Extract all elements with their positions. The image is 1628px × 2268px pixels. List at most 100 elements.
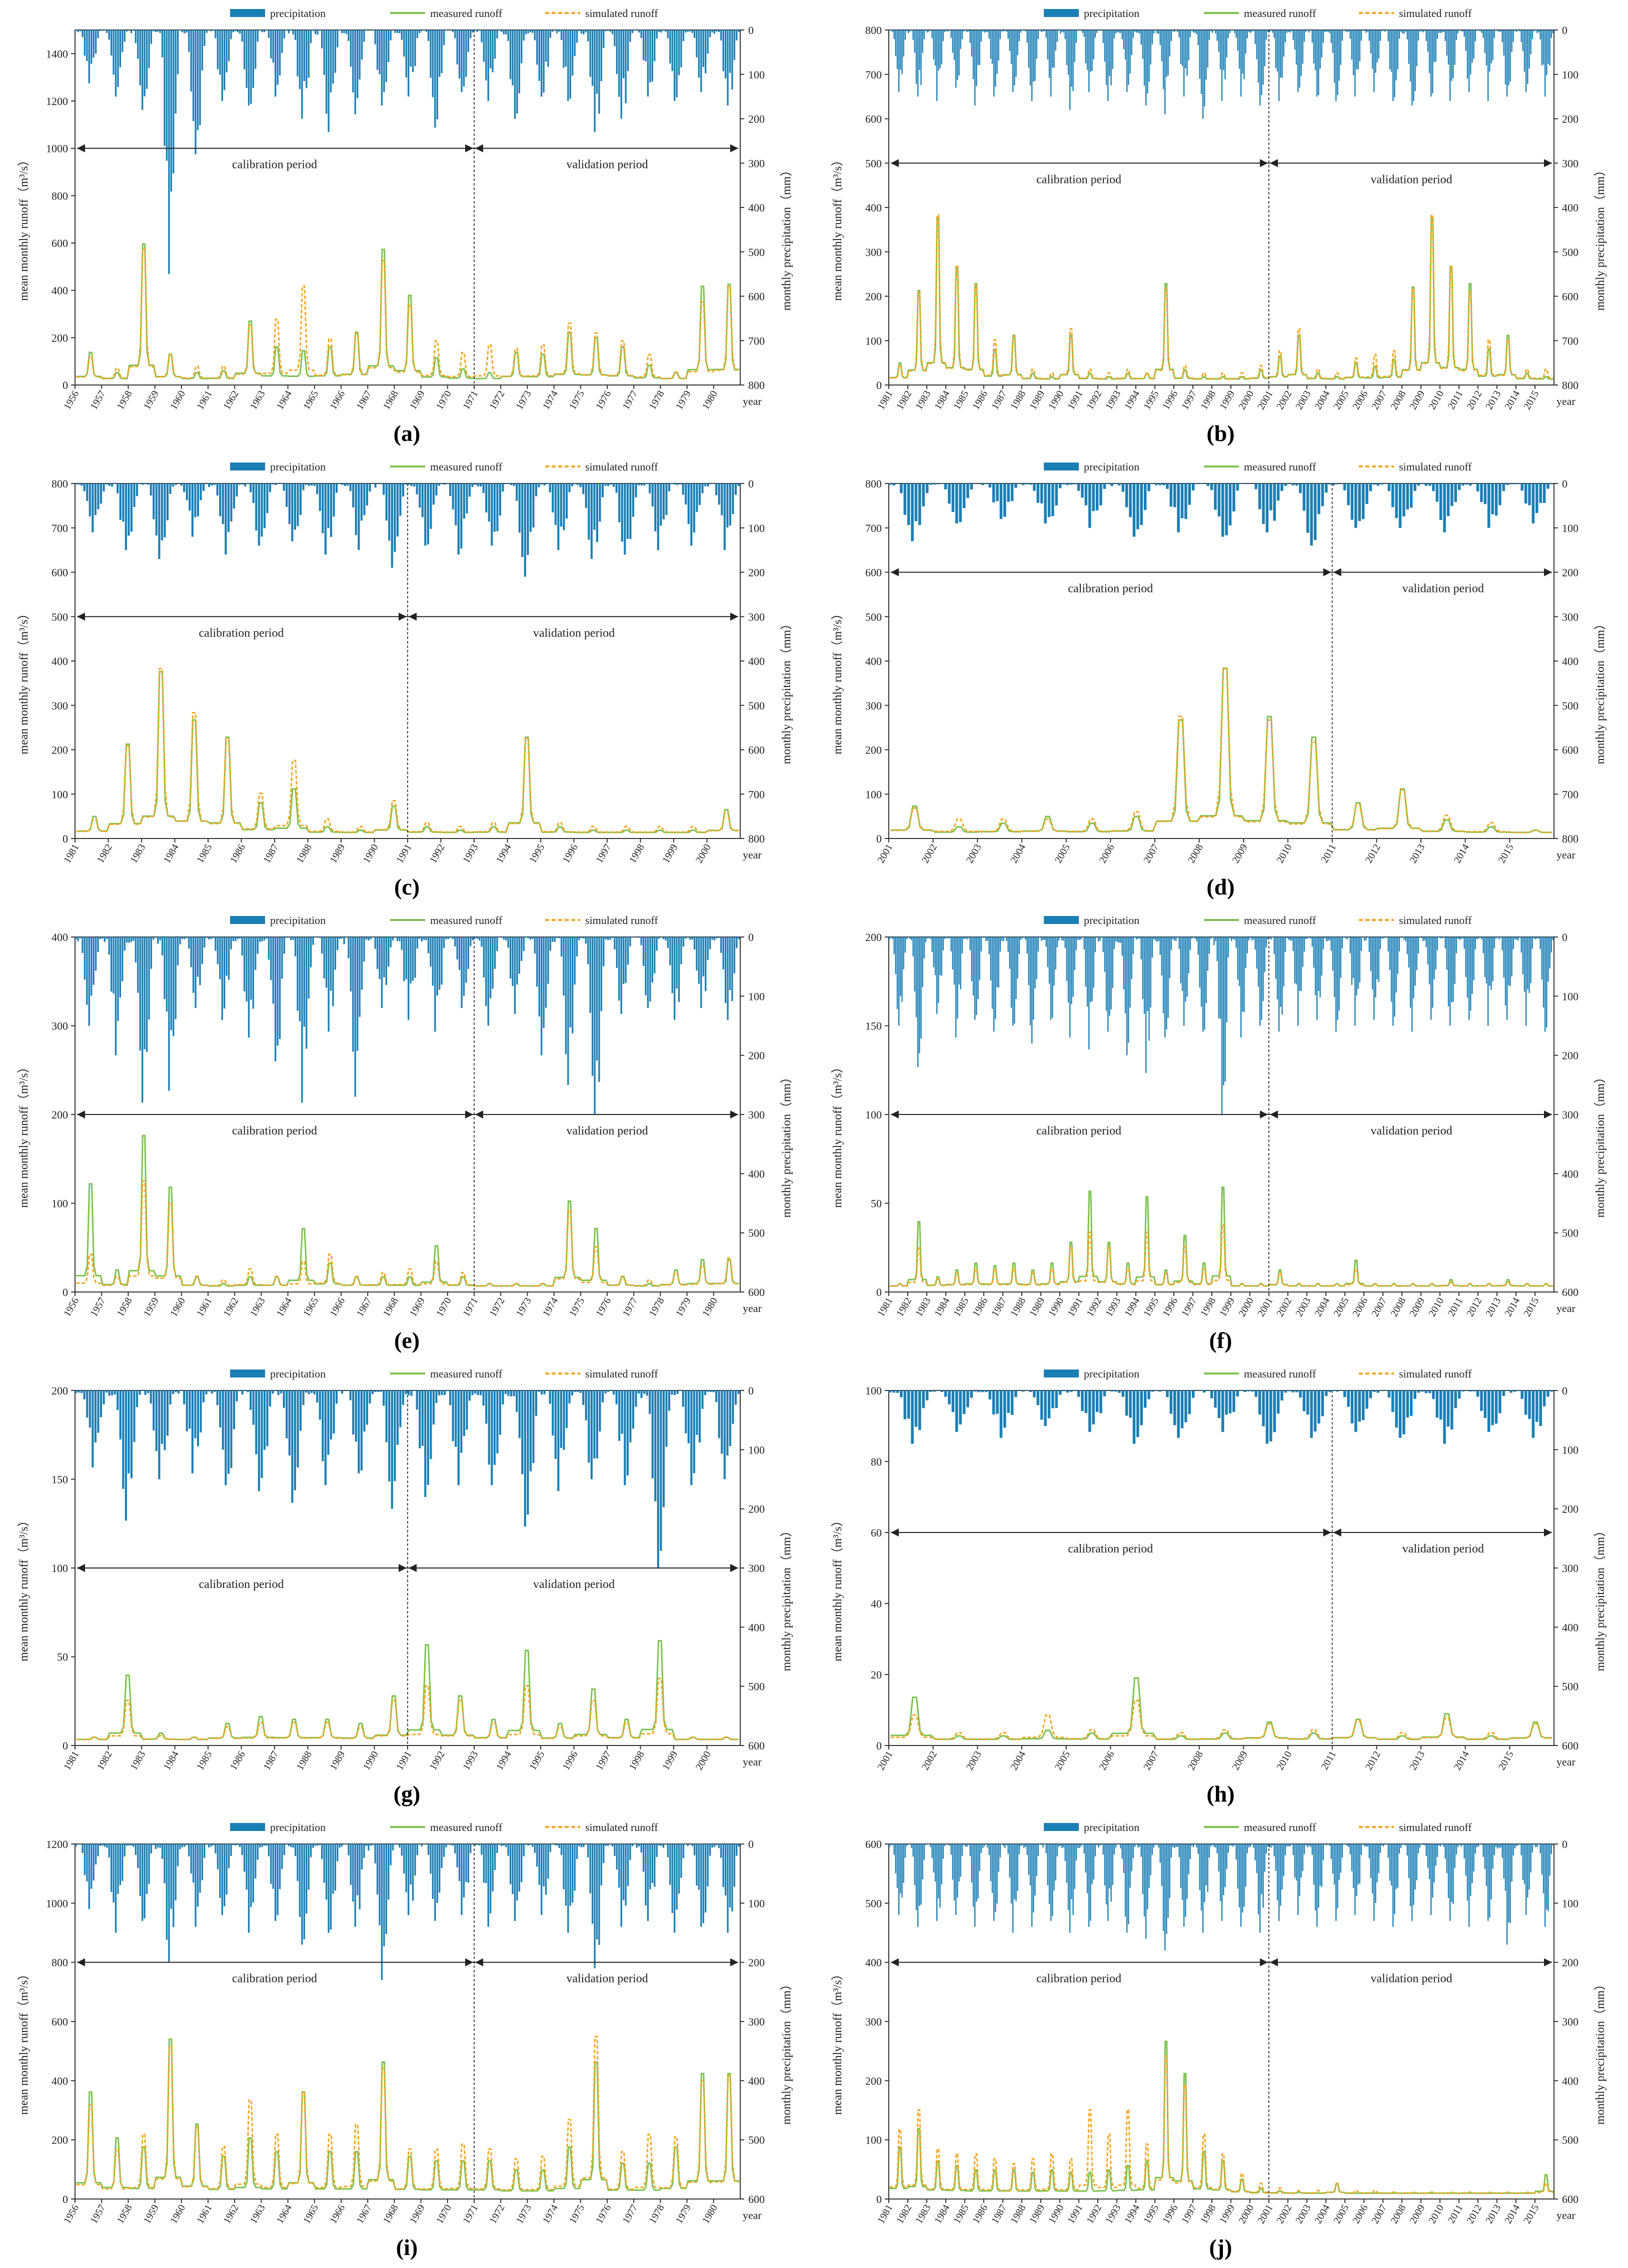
precip-bar: [693, 937, 696, 950]
precip-bar: [900, 1844, 901, 1894]
precip-bar: [961, 30, 963, 40]
precip-bar: [1538, 937, 1539, 939]
precip-bar: [183, 1390, 186, 1404]
precip-bar: [707, 937, 709, 960]
precip-bar: [210, 1844, 212, 1847]
precip-bar: [1506, 1844, 1508, 1945]
precip-bar: [1129, 937, 1131, 1008]
precip-bar: [696, 484, 698, 512]
precip-bar: [680, 1844, 682, 1878]
precip-bar: [164, 484, 166, 538]
precip-bar: [940, 1390, 943, 1392]
x-tick-label: 2002: [1274, 2203, 1294, 2226]
precip-bar: [323, 937, 325, 979]
precip-bar: [243, 937, 246, 992]
precip-bar: [889, 484, 892, 485]
x-tick-label: 1964: [275, 1296, 294, 1319]
precip-bar: [1367, 937, 1368, 938]
precip-bar: [221, 1844, 223, 1915]
precip-bar: [269, 484, 272, 492]
precip-bar: [1332, 30, 1334, 53]
precip-bar: [720, 937, 722, 953]
measured-runoff-line: [890, 668, 1552, 834]
precip-bar: [565, 1844, 567, 1906]
precip-bar: [583, 30, 585, 34]
precip-bar: [607, 30, 609, 31]
precip-bar: [421, 937, 423, 942]
precip-bar: [914, 484, 918, 522]
precip-bar: [1114, 1390, 1117, 1392]
x-tick-label: 2001: [1255, 2203, 1275, 2226]
precip-bar: [1227, 1844, 1229, 1853]
panel-label-g: (g): [393, 1781, 421, 1806]
precip-bar: [1541, 30, 1543, 66]
precip-bar: [197, 937, 199, 977]
precip-bar: [383, 1390, 385, 1406]
precip-bar: [1219, 937, 1221, 1019]
precip-bar: [92, 484, 94, 532]
precip-bar: [210, 30, 212, 32]
precip-bar: [189, 484, 191, 511]
precip-bar: [1250, 1844, 1251, 1847]
precip-bar: [995, 30, 996, 87]
calibration-period-label: calibration period: [1036, 1972, 1121, 1986]
validation-arrow-left: [1270, 159, 1278, 168]
precip-bar: [513, 1390, 515, 1396]
precip-bar: [485, 1390, 488, 1424]
precip-bar: [936, 1844, 938, 1921]
precip-bar: [651, 1844, 653, 1884]
x-tick-label: 2008: [1186, 842, 1205, 866]
precip-bar: [1501, 30, 1503, 42]
precip-bar: [1278, 937, 1280, 1032]
precip-bar: [930, 30, 931, 31]
x-tick-label: 1973: [514, 2203, 534, 2226]
precip-bar: [1408, 1844, 1410, 1878]
x-tick-label: 2005: [1331, 1296, 1351, 1319]
precip-bar: [485, 484, 488, 512]
precip-bar: [314, 30, 317, 34]
chart-svg-e: precipitation measured runoff simulated ru…: [18, 914, 793, 1319]
y-tick-label: 800: [52, 1956, 68, 1969]
legend-precip-label: precipitation: [270, 1821, 326, 1834]
precip-bar: [671, 937, 673, 994]
precip-bar: [647, 30, 649, 97]
precip-bar: [507, 1844, 509, 1856]
precip-bar: [208, 1390, 211, 1392]
precip-bar: [200, 1390, 202, 1432]
precip-bar: [1276, 484, 1280, 501]
precip-bar: [1379, 937, 1381, 950]
precip-bar: [321, 1844, 323, 1860]
precip-bar: [933, 30, 935, 60]
precip-bar: [627, 1844, 629, 1886]
y2-tick-label: 200: [748, 566, 765, 579]
precip-bar: [1461, 1390, 1464, 1392]
precip-bar: [258, 484, 260, 546]
precip-bar: [435, 484, 438, 496]
precip-bar: [359, 937, 361, 1017]
precip-bar: [1015, 30, 1017, 77]
precip-bar: [1251, 30, 1253, 32]
y-tick-label: 100: [865, 2134, 882, 2146]
precip-bar: [232, 937, 235, 941]
precip-bar: [1421, 937, 1422, 938]
precip-bar: [266, 1844, 268, 1846]
precip-bar: [950, 937, 952, 952]
precip-bar: [1310, 1390, 1313, 1438]
precip-bar: [119, 937, 121, 998]
precip-bar: [1523, 30, 1525, 72]
precip-bar: [1075, 1844, 1077, 1861]
x-tick-label: 1978: [647, 389, 667, 412]
x-tick-label: 1962: [221, 1296, 241, 1319]
precip-bar: [1413, 484, 1416, 491]
precip-bar: [509, 937, 512, 978]
precip-bar: [81, 484, 83, 486]
precip-bar: [1291, 1844, 1292, 1845]
precip-bar: [1338, 1844, 1340, 1880]
precip-bar: [1519, 30, 1520, 32]
precip-bar: [1018, 937, 1020, 954]
precip-bar: [1162, 1844, 1164, 1931]
precip-bar: [718, 1844, 720, 1848]
precip-bar: [507, 30, 509, 41]
precip-bar: [1327, 937, 1329, 941]
precip-bar: [1424, 30, 1425, 32]
